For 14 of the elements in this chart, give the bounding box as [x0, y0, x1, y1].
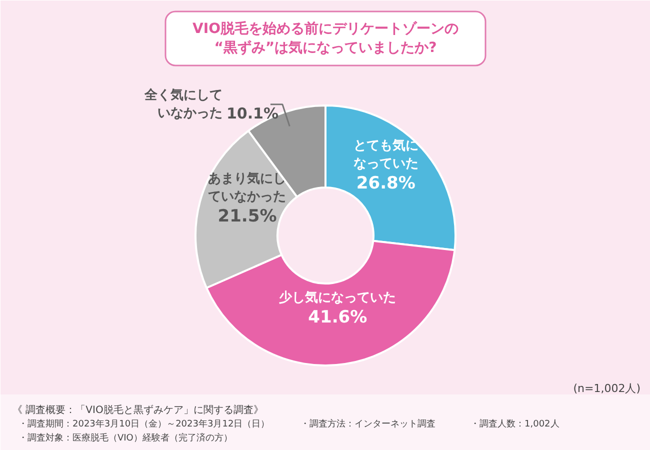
- slice-label: 少し気になっていた: [278, 290, 396, 306]
- text: ・調査方法：インターネット調査: [300, 418, 436, 430]
- data-label: 41.6%: [308, 308, 368, 328]
- chart-title: VIO脱毛を始める前にデリケートゾーンの “黒ずみ”は気になっていましたか?: [192, 20, 458, 56]
- text: ・調査期間：2023年3月10日（金）～2023年3月12日（日）: [18, 418, 270, 430]
- text: ・調査対象：医療脱毛（VIO）経験者（完了済の方）: [18, 432, 232, 444]
- slice-label: 全く気にしていなかった: [143, 88, 222, 121]
- data-label: 10.1%: [226, 104, 278, 122]
- data-label: 26.8%: [356, 174, 416, 194]
- slice-label: あまり気にしていなかった: [208, 172, 286, 205]
- text: (n=1,002人): [573, 382, 641, 395]
- data-label: 21.5%: [218, 206, 277, 227]
- text: 《 調査概要：「VIO脱毛と黒ずみケア」に関する調査》: [12, 404, 264, 416]
- text: ・調査人数：1,002人: [470, 418, 560, 430]
